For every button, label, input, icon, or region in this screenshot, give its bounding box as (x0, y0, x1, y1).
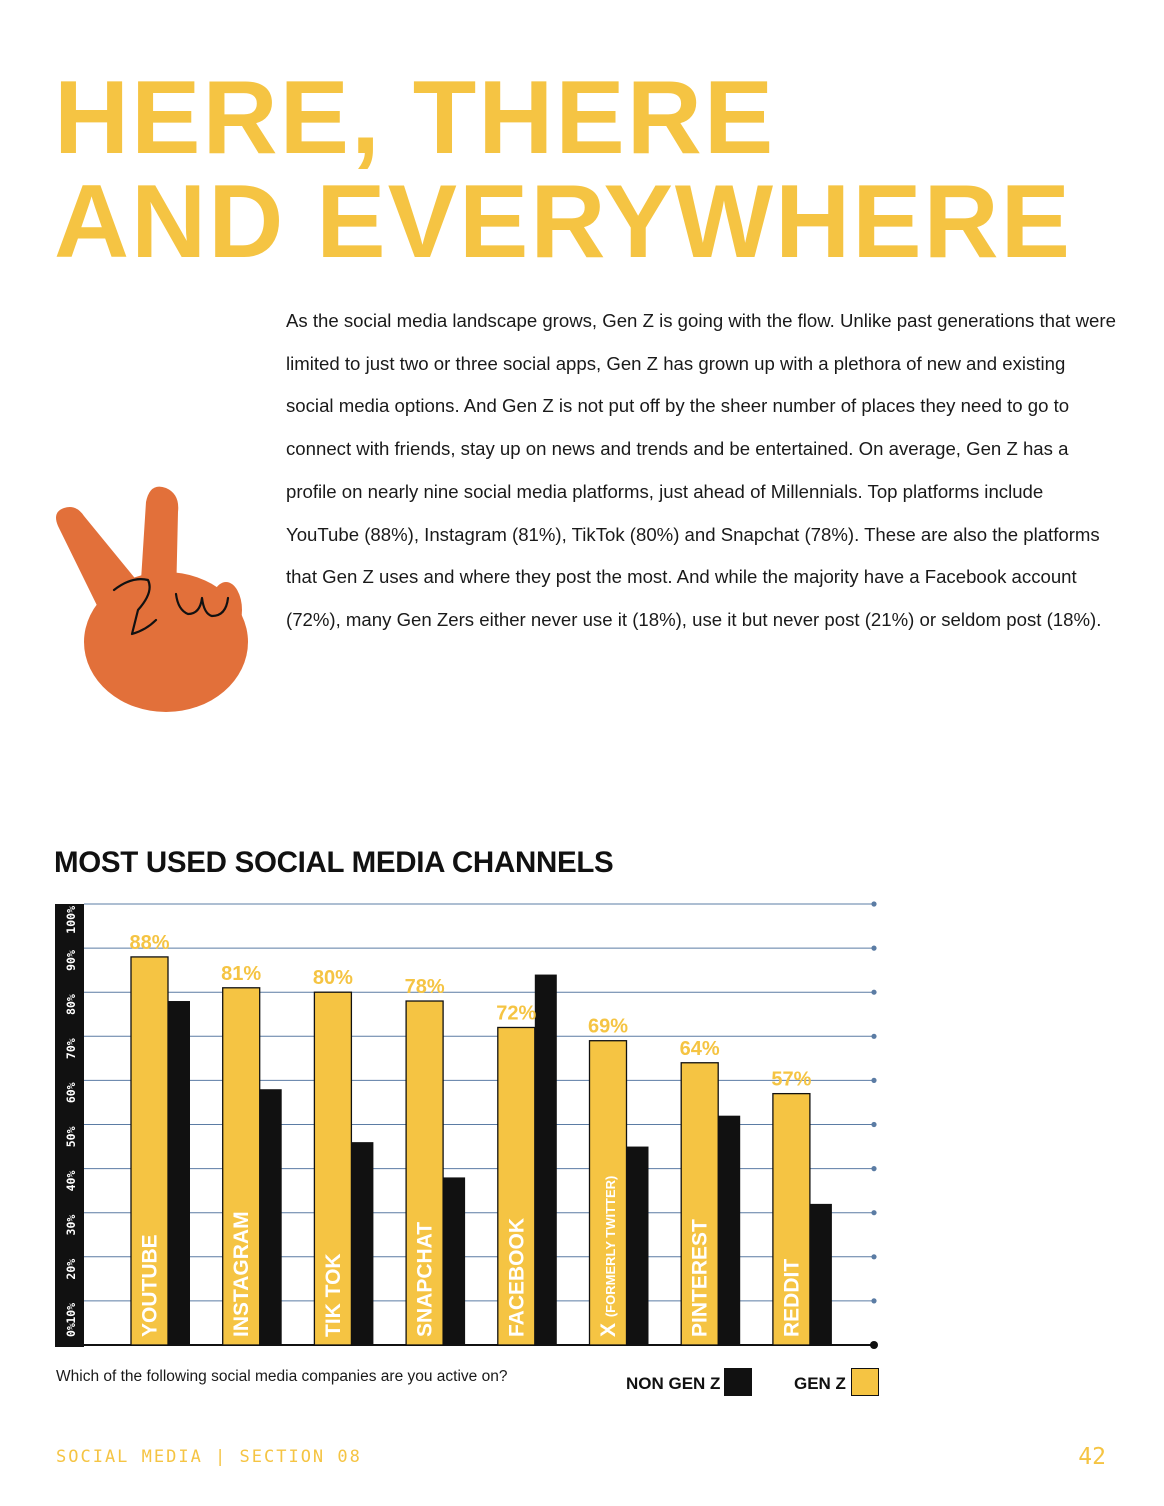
legend-swatch-gen-z (851, 1368, 879, 1396)
bar-category-label: X (FORMERLY TWITTER) (597, 1176, 620, 1337)
chart-question: Which of the following social media comp… (56, 1368, 508, 1385)
page-headline: HERE, THERE AND EVERYWHERE (54, 66, 1072, 274)
bar-value-label: 81% (221, 963, 261, 985)
axis-end-dot (870, 1341, 878, 1349)
bar-category-label: FACEBOOK (505, 1218, 528, 1337)
bar-category-label: REDDIT (780, 1259, 803, 1337)
y-tick-label: 40% (64, 1171, 78, 1192)
y-tick-label: 20% (64, 1259, 78, 1280)
headline-line-1: HERE, THERE (54, 60, 776, 176)
y-tick-label: 80% (64, 994, 78, 1015)
y-axis-band (55, 904, 84, 1347)
gridline-end-dot (871, 945, 877, 951)
gridline-end-dot (871, 1298, 877, 1304)
y-tick-label: 100% (64, 906, 78, 934)
bar-non-gen-z (534, 974, 557, 1345)
gridline-end-dot (871, 1121, 877, 1128)
y-tick-label: 30% (64, 1215, 78, 1236)
bar-value-label: 64% (680, 1038, 720, 1060)
y-tick-label: 70% (64, 1038, 78, 1059)
page-number: 42 (1078, 1444, 1106, 1470)
y-tick-label: 90% (64, 950, 78, 971)
bar-non-gen-z (168, 1001, 190, 1345)
legend-label-non-gen-z: NON GEN Z (626, 1374, 721, 1393)
gridline-end-dot (871, 989, 877, 995)
chart-title: MOST USED SOCIAL MEDIA CHANNELS (54, 846, 614, 879)
footer-section-label: SOCIAL MEDIA | SECTION 08 (56, 1447, 362, 1467)
body-paragraph: As the social media landscape grows, Gen… (286, 310, 1116, 630)
headline-line-2: AND EVERYWHERE (54, 164, 1073, 280)
bar-gen-z (497, 1026, 536, 1346)
bar-value-label: 57% (771, 1069, 811, 1091)
gridline-end-dot (871, 1254, 877, 1260)
y-tick-label: 10% (64, 1303, 78, 1324)
y-tick-label: 50% (64, 1126, 78, 1147)
bar-category-label: INSTAGRAM (230, 1211, 253, 1337)
bar-gen-z (680, 1062, 719, 1346)
bar-non-gen-z (351, 1142, 374, 1345)
legend-swatch-non-gen-z (724, 1368, 752, 1396)
bar-non-gen-z (259, 1089, 282, 1345)
bar-category-label: TIK TOK (322, 1253, 345, 1337)
gridline-end-dot (871, 1210, 877, 1216)
bar-value-label: 69% (588, 1016, 628, 1038)
bar-value-label: 80% (313, 967, 353, 989)
y-tick-label: 60% (64, 1082, 78, 1103)
gridline-end-dot (871, 1077, 877, 1083)
legend-label-gen-z: GEN Z (794, 1374, 846, 1393)
y-tick-label: 0% (64, 1323, 78, 1337)
bar-non-gen-z (626, 1146, 649, 1345)
bar-value-label: 88% (129, 932, 169, 954)
bar-value-label: 78% (405, 976, 445, 998)
bar-gen-z (772, 1092, 811, 1346)
bar-gen-z (130, 956, 169, 1346)
gridline-end-dot (871, 1166, 877, 1172)
bar-category-label: SNAPCHAT (414, 1222, 437, 1337)
bar-non-gen-z (443, 1177, 466, 1345)
bar-gen-z (405, 1000, 444, 1346)
bar-non-gen-z (718, 1115, 741, 1345)
bar-gen-z (588, 1040, 628, 1346)
bar-gen-z (313, 991, 353, 1346)
bar-category-label: YOUTUBE (139, 1234, 162, 1337)
bar-category-label: PINTEREST (689, 1219, 712, 1337)
bar-value-label: 72% (496, 1002, 536, 1024)
bar-non-gen-z (809, 1203, 832, 1345)
gridline-end-dot (871, 1033, 877, 1039)
gridline-end-dot (871, 901, 877, 907)
peace-sign-hand-icon (50, 482, 250, 722)
